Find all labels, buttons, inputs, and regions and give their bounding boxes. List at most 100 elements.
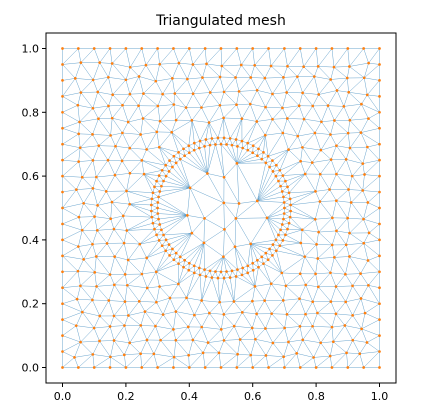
mesh-edge <box>364 77 380 81</box>
mesh-edge <box>187 77 203 80</box>
mesh-node <box>248 102 252 106</box>
mesh-edge <box>256 90 266 108</box>
mesh-edge <box>210 92 221 106</box>
mesh-node <box>283 326 286 330</box>
mesh-node <box>203 268 206 271</box>
mesh-edge <box>193 92 211 94</box>
mesh-node <box>314 47 318 50</box>
mesh-edge <box>223 163 238 178</box>
mesh-edge <box>220 144 225 178</box>
mesh-edge <box>284 326 300 329</box>
mesh-node <box>156 206 159 210</box>
mesh-edge <box>188 326 194 341</box>
mesh-edge <box>320 149 332 160</box>
mesh-edge <box>343 92 349 107</box>
mesh-node <box>274 249 278 253</box>
mesh-node <box>265 216 269 220</box>
mesh-node <box>378 350 381 353</box>
mesh-edge <box>78 133 81 148</box>
mesh-edge <box>287 105 300 119</box>
mesh-edge <box>76 189 84 204</box>
mesh-node <box>61 334 64 337</box>
mesh-edge <box>62 161 79 177</box>
mesh-node <box>348 65 351 68</box>
mesh-edge <box>108 94 113 107</box>
mesh-node <box>249 242 253 246</box>
mesh-node <box>105 242 109 245</box>
mesh-edge <box>80 92 94 109</box>
mesh-edge <box>305 314 313 327</box>
mesh-node <box>77 366 80 369</box>
mesh-edge <box>223 117 242 119</box>
mesh-edge <box>368 112 380 119</box>
mesh-node <box>367 61 370 65</box>
mesh-edge <box>109 326 115 341</box>
mesh-edge <box>286 314 301 327</box>
mesh-edge <box>130 64 146 68</box>
mesh-edge <box>252 355 267 368</box>
mesh-edge <box>282 173 306 176</box>
mesh-edge <box>363 243 380 257</box>
mesh-edge <box>78 217 83 231</box>
mesh-edge <box>126 190 130 205</box>
mesh-edge <box>281 272 287 286</box>
mesh-edge <box>270 48 285 67</box>
mesh-edge <box>77 105 80 123</box>
mesh-edge <box>268 149 289 157</box>
mesh-node <box>281 239 285 242</box>
mesh-edge <box>279 245 305 257</box>
mesh-edge <box>159 146 174 157</box>
mesh-edge <box>106 191 113 203</box>
mesh-edge <box>93 48 100 63</box>
mesh-edge <box>127 273 143 286</box>
mesh-node <box>164 249 168 253</box>
mesh-edge <box>330 272 346 275</box>
mesh-edge <box>107 160 116 176</box>
mesh-edge <box>238 200 258 204</box>
mesh-edge <box>127 285 140 302</box>
mesh-node <box>214 143 217 146</box>
mesh-edge <box>252 301 257 314</box>
mesh-node <box>234 217 238 220</box>
mesh-node <box>91 353 95 356</box>
mesh-node <box>236 268 239 271</box>
mesh-edge <box>108 63 113 78</box>
mesh-edge <box>235 118 243 140</box>
mesh-node <box>282 212 286 215</box>
mesh-node <box>172 103 176 106</box>
mesh-node <box>155 233 158 237</box>
mesh-edge <box>297 118 305 137</box>
mesh-edge <box>207 144 216 174</box>
mesh-node <box>234 76 237 79</box>
mesh-edge <box>62 147 81 161</box>
mesh-node <box>159 338 162 342</box>
mesh-node <box>348 118 352 122</box>
mesh-node <box>140 272 144 276</box>
mesh-node <box>302 65 305 69</box>
mesh-edge <box>155 314 164 327</box>
mesh-edge <box>330 286 337 302</box>
mesh-edge <box>321 105 329 122</box>
mesh-node <box>335 172 338 176</box>
y-axis-ticks: 0.00.20.40.60.81.0 <box>22 43 46 375</box>
mesh-edge <box>314 132 322 151</box>
mesh-node <box>162 233 165 237</box>
mesh-edge <box>367 191 380 203</box>
mesh-edge <box>156 297 171 303</box>
mesh-node <box>351 338 355 342</box>
mesh-edge <box>97 228 114 231</box>
mesh-node <box>125 229 129 232</box>
mesh-edge <box>162 93 174 105</box>
mesh-edge <box>360 298 380 304</box>
mesh-edge <box>329 189 337 201</box>
mesh-edge <box>223 301 235 315</box>
mesh-node <box>362 366 365 369</box>
mesh-edge <box>76 311 83 326</box>
mesh-edge <box>194 315 202 328</box>
mesh-edge <box>304 256 318 259</box>
mesh-edge <box>220 76 236 78</box>
mesh-edge <box>62 335 81 343</box>
mesh-edge <box>362 163 365 175</box>
mesh-edge <box>270 65 284 78</box>
mesh-node <box>288 197 292 201</box>
